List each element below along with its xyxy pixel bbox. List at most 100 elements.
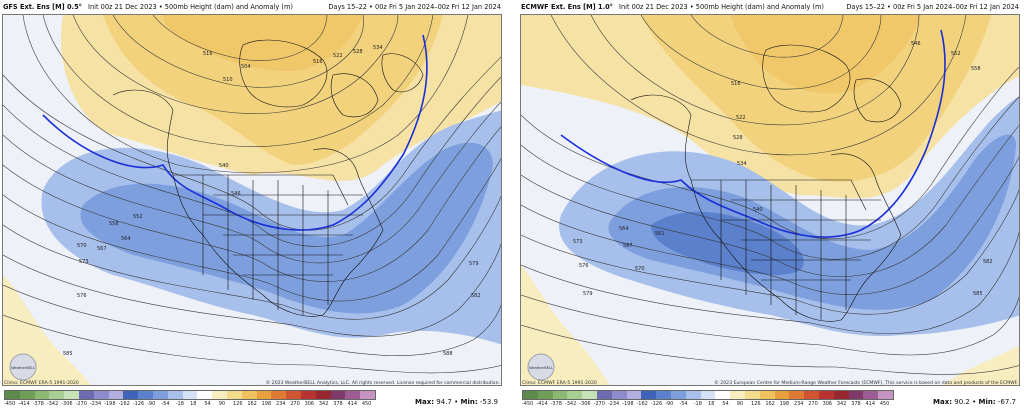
weatherbell-logo: WeatherBELL (526, 352, 556, 382)
colorbar-swatch (774, 391, 790, 399)
colorbar-swatch (523, 391, 538, 399)
colorbar-tick-label: 198 (261, 401, 272, 407)
colorbar-tick-label: 54 (204, 401, 211, 407)
colorbar-tick-label: 90 (218, 401, 226, 407)
ecmwf-init-label: Init 00z 21 Dec 2023 • 500mb Height (dam… (619, 3, 824, 11)
contour-label: 561 (655, 231, 665, 237)
contour-label: 534 (737, 161, 747, 167)
colorbar-swatch (138, 391, 153, 399)
min-label: Min: (460, 398, 478, 406)
ecmwf-days-label: Days 15–22 • 00z Fri 5 Jan 2024–00z Fri … (846, 3, 1019, 11)
colorbar-swatch (345, 391, 361, 399)
max-label: Max: (933, 398, 953, 406)
colorbar-tick-label: 126 (233, 401, 243, 407)
colorbar-swatch (19, 391, 35, 399)
colorbar-tick-label: -18 (175, 401, 184, 407)
colorbar-tick-label: 18 (190, 401, 197, 407)
colorbar-tick-label: 306 (304, 401, 315, 407)
ecmwf-map: 516 522 528 534 540 546 552 558 561 564 … (520, 14, 1020, 386)
colorbar-tick-label: -450 (522, 401, 534, 407)
contour-label: 585 (63, 351, 73, 357)
colorbar-swatch (197, 391, 213, 399)
weatherbell-logo: WeatherBELL (8, 352, 38, 382)
colorbar-tick-label: 342 (318, 401, 329, 407)
colorbar-swatch (271, 391, 287, 399)
contour-label: 558 (971, 66, 981, 72)
contour-label: 567 (97, 246, 107, 252)
contour-label: 504 (241, 64, 251, 70)
gfs-title: GFS Ext. Ens [M] 0.5° (3, 3, 82, 11)
contour-label: 528 (353, 49, 363, 55)
colorbar-swatch (34, 391, 50, 399)
colorbar-swatch (730, 391, 745, 399)
contour-label: 573 (79, 259, 89, 265)
colorbar-swatch (537, 391, 553, 399)
colorbar-swatch (167, 391, 183, 399)
ecmwf-copyright: © 2023 European Centre for Medium-Range … (714, 381, 1018, 386)
colorbar-swatch (744, 391, 760, 399)
colorbar-tick-label: 126 (751, 401, 761, 407)
colorbar-swatch (315, 391, 331, 399)
gfs-header: GFS Ext. Ens [M] 0.5° Init 00z 21 Dec 20… (0, 0, 504, 14)
colorbar-swatch (256, 391, 272, 399)
ecmwf-panel: ECMWF Ext. Ens [M] 1.0° Init 00z 21 Dec … (518, 0, 1022, 414)
colorbar-swatch (789, 391, 805, 399)
colorbar-swatch (241, 391, 257, 399)
colorbar-swatch (863, 391, 879, 399)
colorbar-swatch (286, 391, 301, 399)
colorbar-tick-label: -378 (550, 401, 562, 407)
contour-label: 552 (951, 51, 961, 57)
colorbar-swatch (833, 391, 849, 399)
gfs-map-graphic: 516 504 510 516 522 528 534 540 546 552 … (3, 15, 501, 385)
colorbar-tick-label: 378 (851, 401, 861, 407)
colorbar-swatch (656, 391, 671, 399)
colorbar-swatch (641, 391, 657, 399)
colorbar-swatch (818, 391, 834, 399)
colorbar-swatch (715, 391, 731, 399)
ecmwf-colorbar: -450 -414 -378 -342 -306 -270 -234 -198 -162 -126… (522, 390, 894, 412)
gfs-map: 516 504 510 516 522 528 534 540 546 552 … (2, 14, 502, 386)
colorbar-tick-label: 18 (708, 401, 715, 407)
contour-label: 528 (733, 135, 743, 141)
contour-label: 579 (583, 291, 593, 297)
colorbar-tick-label: 162 (765, 401, 775, 407)
contour-label: 540 (753, 207, 763, 213)
colorbar-swatch (596, 391, 612, 399)
ecmwf-title: ECMWF Ext. Ens [M] 1.0° (521, 3, 613, 11)
colorbar-tick-label: -306 (61, 401, 73, 407)
contour-label: 579 (469, 261, 479, 267)
colorbar-swatch (300, 391, 316, 399)
colorbar-swatch (611, 391, 627, 399)
colorbar-tick-label: 270 (808, 401, 818, 407)
colorbar-tick-label: -126 (650, 401, 663, 407)
contour-label: 564 (121, 236, 131, 242)
colorbar-swatch (685, 391, 701, 399)
colorbar-swatch (182, 391, 198, 399)
colorbar-swatch (552, 391, 568, 399)
contour-label: 522 (333, 53, 343, 59)
max-value: 90.2 (954, 398, 970, 406)
colorbar-swatch (64, 391, 79, 399)
max-label: Max: (415, 398, 435, 406)
gfs-maxmin: Max: 94.7 • Min: -53.9 (415, 398, 498, 406)
gfs-colorbar-ticks: -450 -414 -378 -342 -306 -270 -234 -198 -162 -126… (4, 401, 376, 410)
max-value: 94.7 (436, 398, 452, 406)
colorbar-tick-label: 90 (736, 401, 744, 407)
colorbar-tick-label: -90 (147, 401, 156, 407)
colorbar-swatch (212, 391, 227, 399)
colorbar-tick-label: -306 (579, 401, 591, 407)
colorbar-tick-label: -18 (693, 401, 702, 407)
colorbar-tick-label: -162 (636, 401, 648, 407)
colorbar-tick-label: 450 (361, 401, 372, 407)
colorbar-swatch (759, 391, 775, 399)
colorbar-tick-label: -342 (46, 401, 59, 407)
ecmwf-header: ECMWF Ext. Ens [M] 1.0° Init 00z 21 Dec … (518, 0, 1022, 14)
colorbar-tick-label: -414 (18, 401, 30, 407)
colorbar-swatch (878, 391, 893, 399)
colorbar-swatch (670, 391, 686, 399)
colorbar-swatch (49, 391, 65, 399)
colorbar-swatch (330, 391, 346, 399)
gfs-copyright: © 2023 WeatherBELL Analytics, LLC. All r… (265, 381, 500, 386)
contour-label: 582 (471, 293, 481, 299)
contour-label: 522 (736, 115, 746, 121)
